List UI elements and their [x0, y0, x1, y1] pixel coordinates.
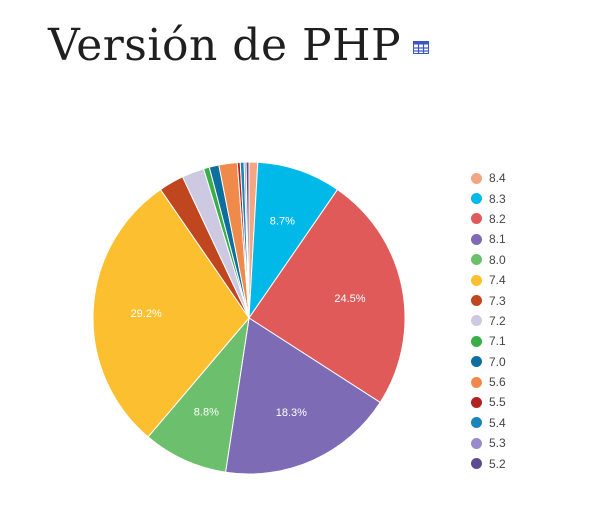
legend-item-5-5[interactable]: 5.5 — [471, 392, 506, 412]
chart-header: Versión de PHP — [48, 20, 430, 71]
legend-swatch — [471, 274, 482, 286]
legend-label: 5.6 — [489, 375, 506, 390]
legend-item-8-0[interactable]: 8.0 — [471, 250, 506, 270]
legend-swatch — [471, 254, 482, 266]
legend-label: 7.4 — [489, 273, 506, 288]
legend-item-5-3[interactable]: 5.3 — [471, 433, 506, 453]
legend-swatch — [471, 213, 482, 225]
slice-label-8-0: 8.8% — [194, 407, 219, 419]
legend-label: 8.2 — [489, 211, 506, 226]
legend-swatch — [471, 417, 482, 429]
slice-label-8-2: 24.5% — [334, 293, 365, 305]
pie-slice-8-0[interactable] — [147, 316, 250, 473]
page-title: Versión de PHP — [48, 20, 402, 71]
table-icon[interactable] — [413, 41, 430, 59]
legend-swatch — [471, 458, 482, 470]
legend-label: 8.1 — [489, 232, 506, 247]
legend-item-8-3[interactable]: 8.3 — [471, 188, 506, 208]
legend-item-7-0[interactable]: 7.0 — [471, 352, 506, 372]
legend-item-5-6[interactable]: 5.6 — [471, 372, 506, 392]
legend-label: 8.4 — [489, 171, 506, 186]
legend-swatch — [471, 376, 482, 388]
pie-slice-8-2[interactable] — [248, 188, 406, 404]
legend-swatch — [471, 437, 482, 449]
legend-label: 7.3 — [489, 293, 506, 308]
legend-label: 7.2 — [489, 313, 506, 328]
legend-swatch — [471, 172, 482, 184]
legend-item-8-4[interactable]: 8.4 — [471, 168, 506, 188]
legend-label: 8.0 — [489, 252, 506, 267]
legend-label: 5.4 — [489, 415, 506, 430]
legend-item-7-4[interactable]: 7.4 — [471, 270, 506, 290]
legend-swatch — [471, 315, 482, 327]
legend-item-8-1[interactable]: 8.1 — [471, 229, 506, 249]
legend-swatch — [471, 335, 482, 347]
legend-swatch — [471, 233, 482, 245]
slice-label-8-3: 8.7% — [270, 216, 295, 228]
legend-item-7-2[interactable]: 7.2 — [471, 311, 506, 331]
legend-swatch — [471, 295, 482, 307]
legend-item-7-1[interactable]: 7.1 — [471, 331, 506, 351]
legend-item-5-2[interactable]: 5.2 — [471, 453, 506, 473]
legend-label: 8.3 — [489, 191, 506, 206]
legend-label: 7.1 — [489, 334, 506, 349]
legend-swatch — [471, 356, 482, 368]
pie-slice-8-1[interactable] — [224, 317, 381, 475]
legend-label: 5.3 — [489, 436, 506, 451]
chart-legend: 8.4 8.3 8.2 8.1 8.0 7.4 7.3 7.2 7.1 7.0 5.6 5.5 5.4 5… — [471, 168, 506, 474]
pie-slice-7-4[interactable] — [92, 188, 250, 438]
table-icon-glyph — [413, 41, 430, 54]
pie-slice-8-3[interactable] — [248, 161, 339, 320]
legend-item-5-4[interactable]: 5.4 — [471, 413, 506, 433]
slice-label-7-4: 29.2% — [131, 308, 162, 320]
pie-slice-5-2[interactable] — [245, 161, 250, 319]
legend-item-8-2[interactable]: 8.2 — [471, 209, 506, 229]
legend-label: 5.5 — [489, 395, 506, 410]
legend-item-7-3[interactable]: 7.3 — [471, 290, 506, 310]
legend-label: 7.0 — [489, 354, 506, 369]
slice-label-8-1: 18.3% — [276, 407, 307, 419]
legend-label: 5.2 — [489, 456, 506, 471]
legend-swatch — [471, 396, 482, 408]
legend-swatch — [471, 193, 482, 205]
